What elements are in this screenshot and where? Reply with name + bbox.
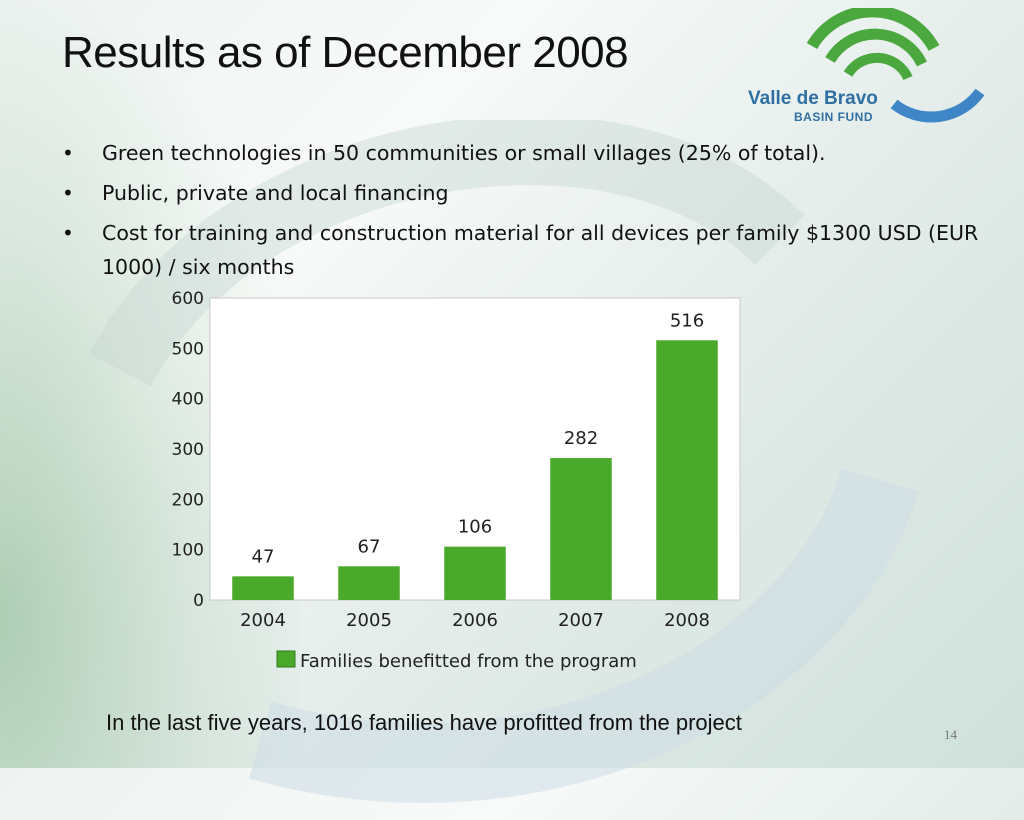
- data-label: 67: [358, 536, 381, 557]
- data-label: 47: [252, 546, 275, 567]
- legend-label: Families benefitted from the program: [300, 651, 637, 672]
- y-tick-label: 400: [172, 390, 204, 410]
- bullet-item: • Public, private and local financing: [62, 176, 982, 210]
- valle-de-bravo-logo: [806, 8, 985, 123]
- data-label: 516: [670, 310, 704, 331]
- bar: [550, 458, 612, 600]
- page-number: 14: [944, 727, 957, 742]
- y-tick-label: 200: [172, 490, 204, 510]
- x-tick-label: 2006: [452, 610, 498, 631]
- data-label: 282: [564, 428, 598, 449]
- bullet-icon: •: [62, 181, 74, 205]
- bullet-icon: •: [62, 141, 74, 165]
- bullet-item: • Green technologies in 50 communities or…: [62, 136, 982, 170]
- x-tick-label: 2007: [558, 610, 604, 631]
- y-tick-label: 300: [172, 440, 204, 460]
- bar-chart: 0 100 200 300 400 500 600 47 2004 67 2005 106 2006 28…: [172, 290, 741, 672]
- bullet-text: Public, private and local financing: [102, 181, 449, 205]
- y-tick-label: 600: [172, 290, 204, 309]
- logo-subtext: BASIN FUND: [794, 110, 873, 124]
- x-tick-label: 2004: [240, 610, 286, 631]
- y-tick-label: 100: [172, 541, 204, 561]
- bullet-icon: •: [62, 221, 74, 245]
- y-tick-label: 500: [172, 339, 204, 359]
- bar: [444, 546, 506, 600]
- bullet-item: • Cost for training and construction mate…: [62, 216, 982, 284]
- x-tick-label: 2005: [346, 610, 392, 631]
- bullet-list: • Green technologies in 50 communities or…: [62, 136, 982, 290]
- bar: [232, 576, 294, 600]
- slide-title: Results as of December 2008: [62, 28, 629, 77]
- data-label: 106: [458, 517, 492, 538]
- x-tick-label: 2008: [664, 610, 710, 631]
- bullet-text: Green technologies in 50 communities or …: [102, 141, 826, 165]
- logo-text: Valle de Bravo: [748, 88, 878, 109]
- y-tick-label: 0: [193, 591, 204, 611]
- bullet-text: Cost for training and construction mater…: [102, 221, 979, 279]
- bar: [656, 340, 718, 600]
- footer-note: In the last five years, 1016 families ha…: [106, 710, 742, 735]
- bar: [338, 566, 400, 600]
- legend-swatch: [276, 650, 296, 668]
